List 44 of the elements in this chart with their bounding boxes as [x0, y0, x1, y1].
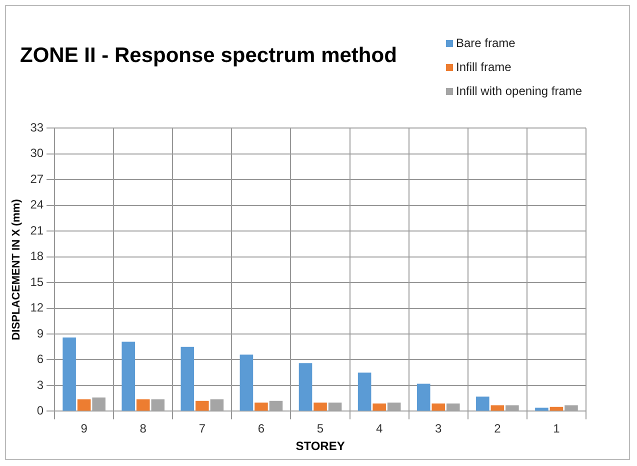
bar: [490, 405, 504, 411]
x-tick-label: 7: [198, 422, 206, 436]
bar: [476, 396, 490, 411]
y-tick-label: 24: [30, 198, 44, 212]
x-tick-label: 2: [494, 422, 502, 436]
y-tick-label: 15: [30, 274, 44, 289]
y-tick-label: 21: [30, 223, 44, 238]
chart-title: ZONE II - Response spectrum method: [20, 44, 397, 68]
bar: [77, 399, 91, 411]
y-tick-label: 30: [30, 146, 44, 160]
y-axis-title: DISPLACEMENT IN X (mm): [10, 198, 23, 340]
bar: [180, 346, 194, 411]
x-tick-label: 5: [316, 422, 324, 436]
legend-label: Bare frame: [456, 36, 516, 50]
bar: [136, 399, 150, 411]
y-tick-label: 3: [36, 378, 44, 392]
y-tick-label: 0: [36, 404, 44, 418]
bar: [372, 403, 386, 411]
bar: [314, 402, 327, 411]
bar: [298, 363, 312, 411]
x-tick-label: 4: [376, 422, 383, 436]
y-tick-label: 18: [30, 249, 44, 264]
bar: [196, 400, 209, 411]
y-tick-label: 6: [36, 352, 44, 366]
y-tick-label: 33: [30, 120, 44, 135]
y-tick-label: 27: [30, 172, 44, 186]
legend-label: Infill frame: [456, 60, 512, 74]
y-tick-label: 9: [36, 326, 44, 340]
bar: [416, 384, 430, 411]
bar: [432, 403, 446, 411]
bar: [240, 354, 254, 411]
x-tick-label: 3: [435, 422, 442, 436]
x-axis-title: STOREY: [296, 439, 345, 454]
bar: [358, 372, 372, 411]
bar: [62, 337, 76, 411]
x-tick-label: 8: [140, 422, 147, 436]
legend-label: Infill with opening frame: [456, 84, 582, 98]
y-tick-label: 12: [30, 300, 44, 315]
x-tick-label: 9: [80, 422, 88, 436]
x-tick-label: 1: [553, 422, 560, 436]
bar: [254, 402, 268, 411]
x-tick-label: 6: [258, 422, 265, 436]
bar: [122, 342, 136, 411]
bar: [550, 406, 564, 411]
